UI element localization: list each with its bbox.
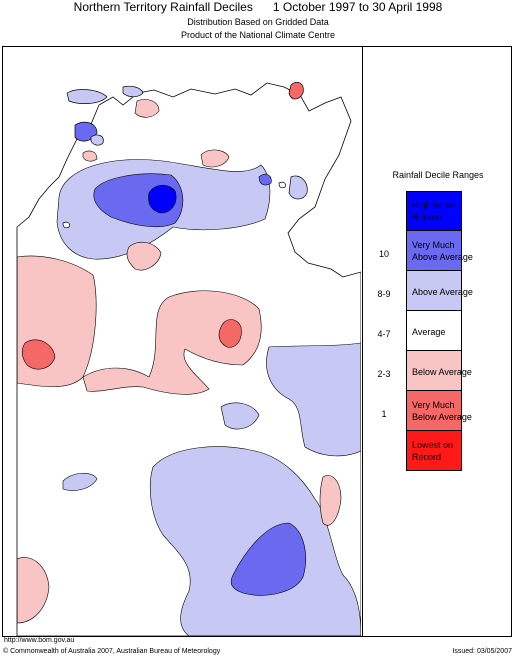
below-average-central bbox=[82, 290, 262, 395]
very-much-below-west bbox=[21, 339, 56, 370]
island-east-small bbox=[278, 181, 286, 189]
island-north-2 bbox=[90, 134, 104, 146]
below-average-southeast bbox=[319, 475, 342, 526]
legend-label-line: Below Average bbox=[412, 412, 472, 422]
legend-divider bbox=[362, 46, 363, 637]
legend-swatch-lowest bbox=[406, 431, 462, 471]
legend-swatch-very-much-above bbox=[406, 231, 462, 271]
legend-label-highest: Highest on Record bbox=[412, 199, 512, 223]
bom-url-link[interactable]: http://www.bom.gov.au bbox=[4, 637, 75, 644]
map-frame bbox=[2, 46, 512, 637]
below-average-west bbox=[17, 255, 97, 388]
legend-label-line: Highest on bbox=[412, 200, 456, 210]
legend-label-above: Above Average bbox=[412, 286, 512, 298]
map-title: Northern Territory Rainfall Deciles 1 Oct… bbox=[0, 0, 516, 14]
below-average-southwest bbox=[17, 557, 50, 624]
above-average-small-mid bbox=[220, 402, 260, 430]
island-west-small bbox=[62, 221, 70, 229]
subtitle-product: Product of the National Climate Centre bbox=[180, 30, 336, 40]
legend-label-average: Average bbox=[412, 326, 512, 338]
above-average-small-sw bbox=[62, 472, 98, 491]
legend-label-line: Below Average bbox=[412, 367, 472, 377]
legend-range-8-9: 8-9 bbox=[377, 289, 391, 299]
island-north-1 bbox=[122, 85, 144, 98]
legend-swatch-very-much-below bbox=[406, 391, 462, 431]
legend-range-1: 1 bbox=[381, 409, 387, 419]
island-groote bbox=[288, 175, 308, 200]
island-melville bbox=[66, 89, 108, 104]
legend-label-lowest: Lowest on Record bbox=[412, 439, 512, 463]
subtitle-distribution: Distribution Based on Gridded Data bbox=[187, 17, 329, 27]
legend-label-below: Below Average bbox=[412, 366, 512, 378]
copyright-text: © Commonwealth of Australia 2007, Austra… bbox=[3, 648, 221, 655]
legend-label-line: Average bbox=[412, 327, 446, 337]
legend-swatch-above bbox=[406, 271, 462, 311]
legend-label-line: Record bbox=[412, 212, 442, 222]
above-average-east bbox=[266, 342, 361, 457]
legend-range-4-7: 4-7 bbox=[377, 329, 391, 339]
map-shading bbox=[17, 99, 361, 636]
legend-label-line: Record bbox=[412, 452, 442, 462]
above-average-coast-east bbox=[258, 173, 272, 186]
issued-date: Issued: 03/05/2007 bbox=[452, 648, 512, 655]
legend-swatch-below bbox=[406, 351, 462, 391]
legend-label-very-much-below: Very Much Below Average bbox=[412, 399, 512, 423]
legend-label-line: Very Much bbox=[412, 240, 455, 250]
legend-label-very-much-above: Very Much Above Average bbox=[412, 239, 512, 263]
below-average-small-ne bbox=[134, 99, 160, 118]
rainfall-decile-map bbox=[16, 81, 361, 636]
title-period: 1 October 1997 to 30 April 1998 bbox=[272, 0, 443, 14]
very-much-above-south bbox=[230, 522, 306, 596]
below-average-small-w bbox=[82, 150, 98, 162]
below-average-small-1 bbox=[126, 241, 162, 271]
very-much-below-central bbox=[218, 319, 242, 348]
legend-swatch-highest bbox=[406, 191, 462, 231]
below-average-small-2 bbox=[200, 149, 230, 168]
legend-label-line: Above Average bbox=[412, 252, 473, 262]
legend-label-line: Very Much bbox=[412, 400, 455, 410]
legend-range-10: 10 bbox=[378, 249, 389, 259]
title-region: Northern Territory Rainfall Deciles bbox=[73, 0, 253, 14]
legend-title: Rainfall Decile Ranges bbox=[392, 170, 484, 180]
legend-swatch-average bbox=[406, 311, 462, 351]
highest-on-record-top-end bbox=[148, 184, 177, 214]
legend-range-2-3: 2-3 bbox=[377, 369, 391, 379]
island-northeast bbox=[288, 81, 304, 100]
legend-label-line: Above Average bbox=[412, 287, 473, 297]
legend-label-line: Lowest on bbox=[412, 440, 454, 450]
